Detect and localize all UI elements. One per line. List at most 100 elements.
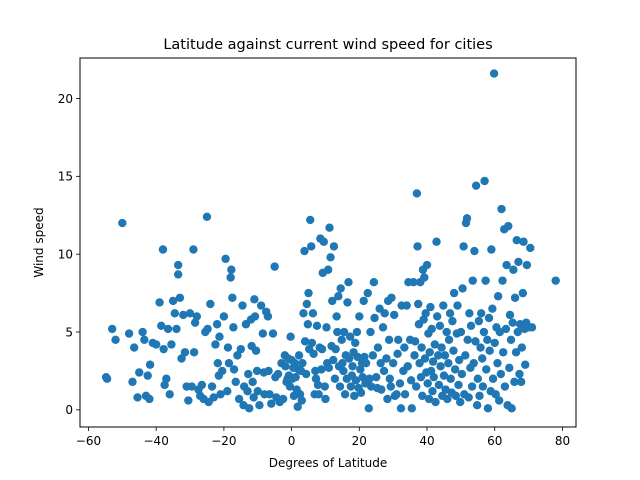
data-point <box>417 343 426 352</box>
data-point <box>428 357 438 366</box>
data-point <box>451 391 461 401</box>
data-point <box>155 298 164 307</box>
data-point <box>395 379 405 388</box>
data-point <box>304 288 313 298</box>
data-point <box>505 363 514 373</box>
data-point <box>442 327 451 337</box>
data-point <box>263 312 273 321</box>
data-point <box>393 349 402 359</box>
data-point <box>515 369 524 379</box>
data-point <box>185 309 195 318</box>
data-point <box>449 346 458 355</box>
data-point <box>453 301 462 310</box>
data-point <box>243 386 252 396</box>
data-point <box>328 296 337 306</box>
data-point <box>278 394 288 404</box>
data-point <box>488 374 498 383</box>
data-point <box>158 245 168 254</box>
data-point <box>400 343 409 352</box>
data-point <box>369 278 379 287</box>
data-point <box>128 377 137 387</box>
data-point <box>249 393 258 402</box>
data-point <box>510 293 520 302</box>
data-point <box>297 396 306 405</box>
data-point <box>253 386 262 396</box>
data-point <box>252 366 262 376</box>
data-point <box>366 327 375 337</box>
data-point <box>138 327 147 337</box>
data-point <box>211 340 220 349</box>
data-point <box>392 390 401 399</box>
data-point <box>312 321 322 330</box>
data-point <box>456 397 465 407</box>
data-point <box>227 265 236 274</box>
data-point <box>184 396 193 405</box>
data-point <box>248 377 257 387</box>
data-point <box>337 335 346 345</box>
data-point <box>510 377 519 387</box>
data-point <box>426 302 435 312</box>
data-point <box>488 304 497 313</box>
data-point <box>400 390 410 399</box>
data-point <box>383 394 392 404</box>
data-point <box>450 365 460 374</box>
data-point <box>508 318 517 327</box>
data-point <box>414 299 423 309</box>
y-tick-label: 0 <box>65 403 73 417</box>
data-point <box>197 380 207 390</box>
data-point <box>338 358 347 368</box>
data-point <box>281 362 290 371</box>
data-point <box>478 382 488 391</box>
data-point <box>301 369 311 379</box>
chart-title: Latitude against current wind speed for … <box>163 37 492 53</box>
data-point <box>457 369 467 379</box>
data-point <box>469 358 478 368</box>
data-point <box>286 332 295 341</box>
data-point <box>238 301 247 310</box>
data-point <box>167 340 176 349</box>
data-point <box>143 371 152 380</box>
data-point <box>355 312 364 321</box>
data-point <box>291 372 300 382</box>
data-point <box>456 327 466 337</box>
x-tick-label: 0 <box>288 434 296 448</box>
data-point <box>498 276 507 285</box>
data-point <box>359 296 368 306</box>
data-point <box>471 181 481 190</box>
data-point <box>483 335 492 345</box>
data-point <box>379 366 389 376</box>
data-point <box>382 354 391 363</box>
data-point <box>372 372 381 382</box>
data-point <box>443 394 452 404</box>
data-point <box>485 346 494 355</box>
data-point <box>226 273 235 282</box>
data-point <box>229 365 239 374</box>
data-point <box>491 390 500 399</box>
data-point <box>509 265 518 274</box>
data-point <box>507 404 516 413</box>
data-point <box>445 309 455 318</box>
data-point <box>483 404 493 413</box>
data-point <box>224 358 234 368</box>
data-point <box>258 329 268 338</box>
x-tick-label: 60 <box>487 434 502 448</box>
data-point <box>380 309 389 318</box>
data-point <box>344 278 353 287</box>
data-point <box>317 344 327 354</box>
data-point <box>476 343 485 352</box>
data-point <box>313 380 323 390</box>
data-point <box>231 377 240 387</box>
data-point <box>133 393 142 402</box>
data-point <box>505 310 515 320</box>
data-point <box>410 337 420 346</box>
data-point <box>118 218 127 228</box>
data-point <box>244 369 253 379</box>
data-point <box>206 299 215 309</box>
data-point <box>466 321 476 330</box>
data-point <box>129 343 139 352</box>
data-point <box>431 397 440 407</box>
data-point <box>352 327 362 337</box>
data-point <box>165 390 174 399</box>
data-point <box>329 242 339 251</box>
data-point <box>228 293 237 302</box>
